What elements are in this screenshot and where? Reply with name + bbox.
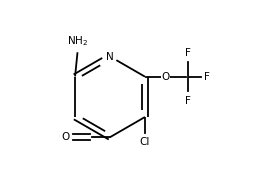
Text: Cl: Cl [140,137,150,147]
Text: F: F [204,72,210,82]
Text: F: F [185,48,190,58]
Text: NH$_2$: NH$_2$ [67,34,88,48]
Text: O: O [61,132,70,142]
Text: F: F [185,96,190,106]
Text: O: O [161,72,169,82]
Text: N: N [106,51,114,62]
